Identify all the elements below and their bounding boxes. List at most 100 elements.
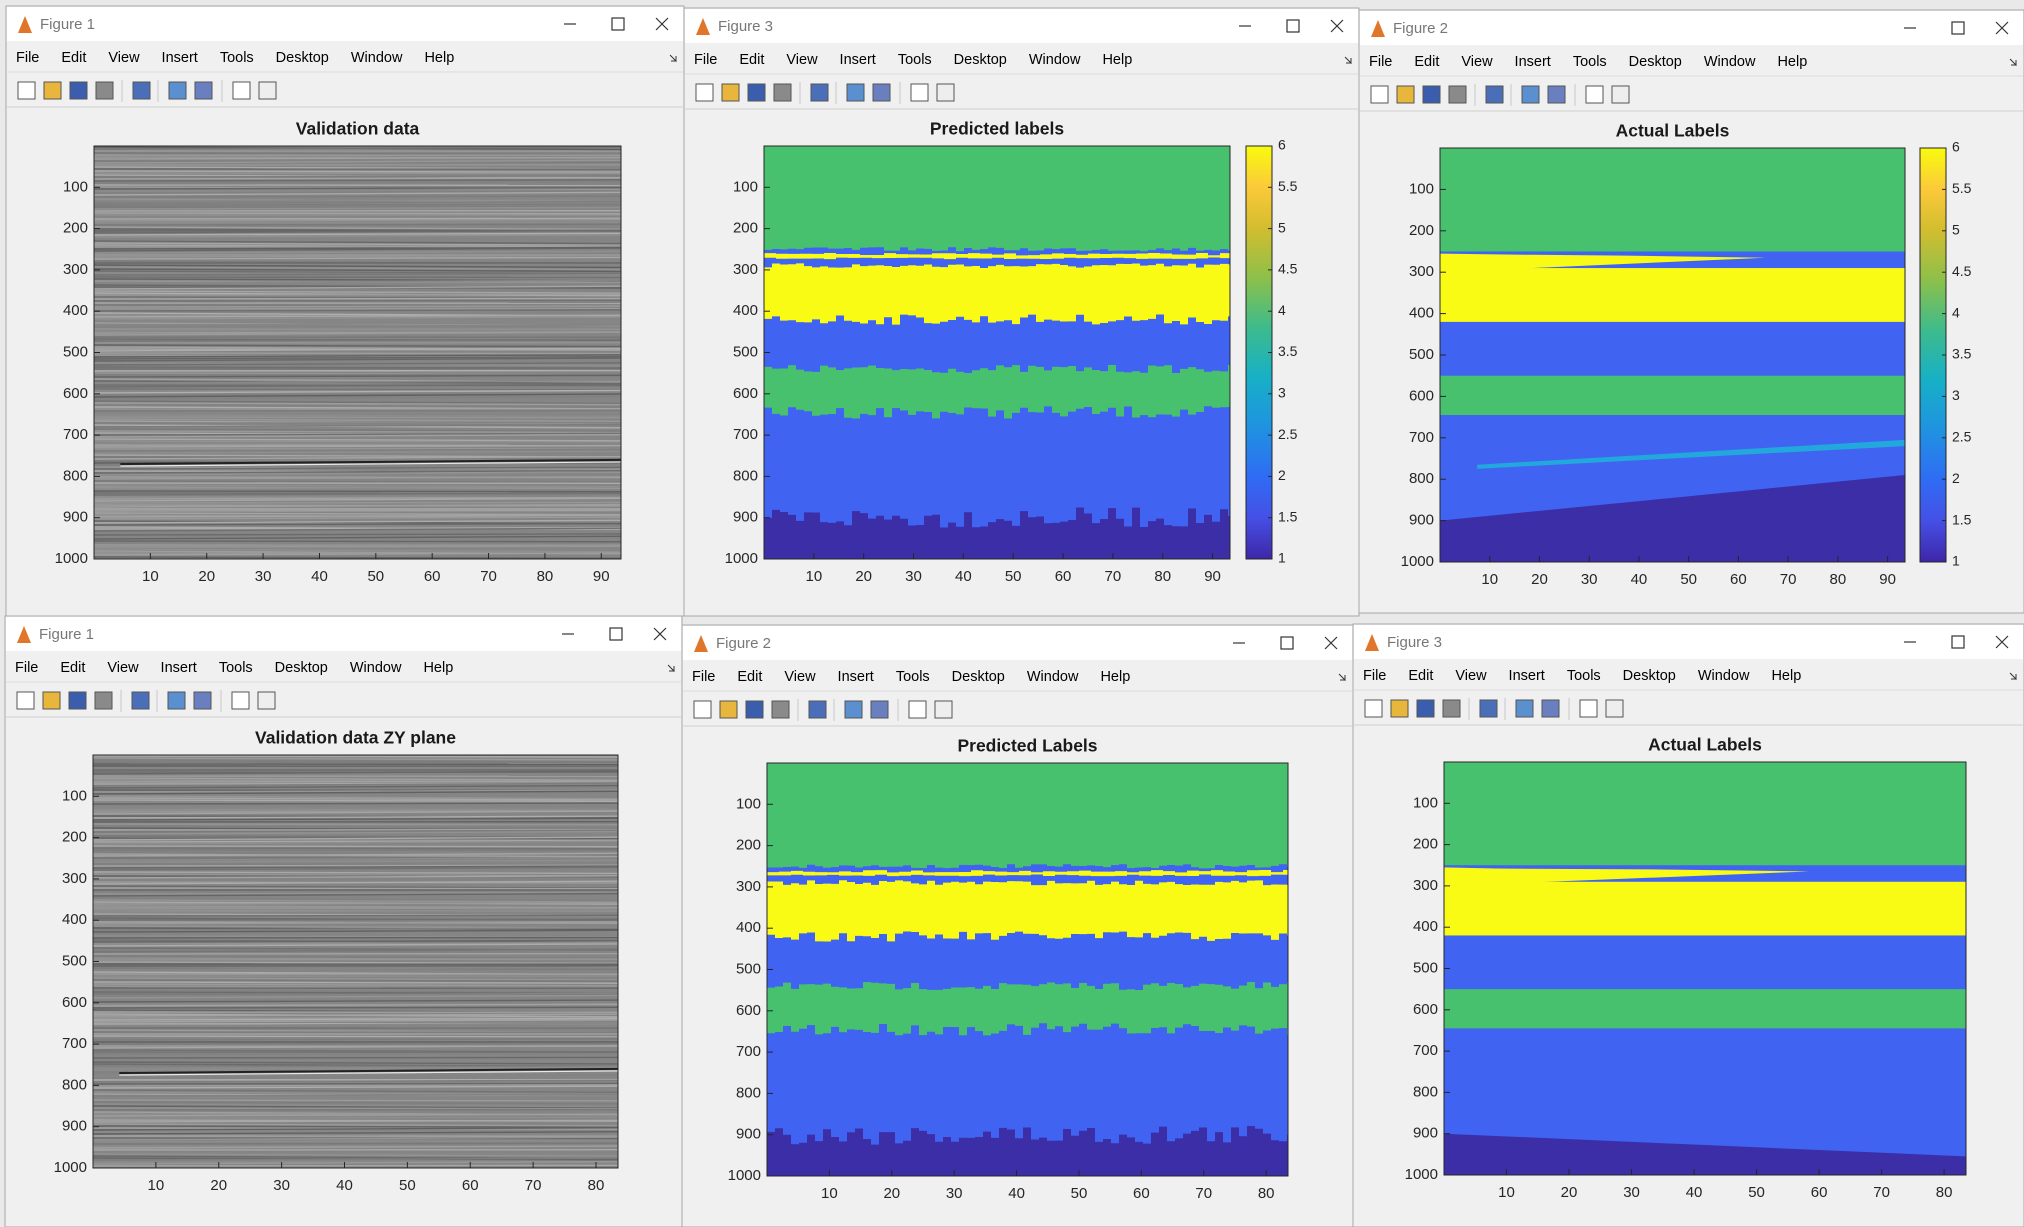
toolbar-button[interactable] [17,692,34,709]
toolbar-button[interactable] [133,82,150,99]
menu-item[interactable]: Tools [898,52,932,68]
toolbar-button[interactable] [195,82,212,99]
menu-item[interactable]: Edit [1408,668,1433,684]
toolbar-button[interactable] [1449,86,1466,103]
toolbar-button[interactable] [722,84,739,101]
menu-item[interactable]: File [1363,668,1386,684]
toolbar-button[interactable] [18,82,35,99]
menu-item[interactable]: File [16,50,39,66]
toolbar-button[interactable] [233,82,250,99]
menu-item[interactable]: Window [1704,54,1756,70]
menu-item[interactable]: File [694,52,717,68]
toolbar-button[interactable] [748,84,765,101]
menu-item[interactable]: Desktop [1623,668,1676,684]
toolbar-button[interactable] [258,692,275,709]
toolbar-button[interactable] [43,692,60,709]
toolbar-button[interactable] [772,701,789,718]
toolbar-button[interactable] [811,84,828,101]
menu-item[interactable]: Window [351,50,403,66]
toolbar-button[interactable] [1548,86,1565,103]
menu-item[interactable]: File [692,669,715,685]
menu-item[interactable]: Insert [161,660,197,676]
menu-item[interactable]: Window [1029,52,1081,68]
toolbar-button[interactable] [694,701,711,718]
menu-item[interactable]: View [784,669,816,685]
toolbar-button[interactable] [1417,700,1434,717]
menu-item[interactable]: Edit [737,669,762,685]
toolbar-button[interactable] [1606,700,1623,717]
toolbar-button[interactable] [1516,700,1533,717]
menu-item[interactable]: Window [350,660,402,676]
toolbar-button[interactable] [937,84,954,101]
toolbar-button[interactable] [1371,86,1388,103]
menu-item[interactable]: Desktop [952,669,1005,685]
toolbar-button[interactable] [96,82,113,99]
toolbar-button[interactable] [1580,700,1597,717]
menu-item[interactable]: Desktop [275,660,328,676]
toolbar-button[interactable] [194,692,211,709]
toolbar-button[interactable] [809,701,826,718]
menu-item[interactable]: Edit [61,50,86,66]
menu-item[interactable]: Insert [840,52,876,68]
toolbar-button[interactable] [847,84,864,101]
menu-item[interactable]: Help [1102,52,1132,68]
menu-item[interactable]: Help [423,660,453,676]
toolbar-button[interactable] [44,82,61,99]
menu-item[interactable]: Tools [220,50,254,66]
menu-item[interactable]: Help [1777,54,1807,70]
toolbar-button[interactable] [845,701,862,718]
toolbar-button[interactable] [169,82,186,99]
toolbar-button[interactable] [132,692,149,709]
toolbar-button[interactable] [1391,700,1408,717]
menu-item[interactable]: Desktop [954,52,1007,68]
toolbar-button[interactable] [168,692,185,709]
toolbar-button[interactable] [774,84,791,101]
menu-item[interactable]: Window [1027,669,1079,685]
toolbar-button[interactable] [232,692,249,709]
menu-item[interactable]: Desktop [1629,54,1682,70]
menu-item[interactable]: View [108,50,140,66]
toolbar-button[interactable] [720,701,737,718]
menu-item[interactable]: View [1455,668,1487,684]
menu-item[interactable]: Insert [1509,668,1545,684]
toolbar-button[interactable] [909,701,926,718]
menu-item[interactable]: Help [1771,668,1801,684]
toolbar-button[interactable] [1365,700,1382,717]
toolbar-button[interactable] [1542,700,1559,717]
toolbar-button[interactable] [873,84,890,101]
toolbar-button[interactable] [871,701,888,718]
menu-item[interactable]: Insert [162,50,198,66]
menu-item[interactable]: Edit [739,52,764,68]
menu-item[interactable]: Insert [838,669,874,685]
toolbar-button[interactable] [911,84,928,101]
toolbar-button[interactable] [1397,86,1414,103]
toolbar-button[interactable] [1612,86,1629,103]
toolbar-button[interactable] [70,82,87,99]
toolbar-button[interactable] [746,701,763,718]
menu-item[interactable]: Tools [896,669,930,685]
toolbar-button[interactable] [259,82,276,99]
menu-item[interactable]: View [1461,54,1493,70]
menu-item[interactable]: Help [424,50,454,66]
toolbar-button[interactable] [1586,86,1603,103]
toolbar-button[interactable] [935,701,952,718]
menu-item[interactable]: Tools [219,660,253,676]
menu-item[interactable]: View [786,52,818,68]
toolbar-button[interactable] [1443,700,1460,717]
toolbar-button[interactable] [696,84,713,101]
toolbar-button[interactable] [1480,700,1497,717]
menu-item[interactable]: Desktop [276,50,329,66]
menu-item[interactable]: Insert [1515,54,1551,70]
menu-item[interactable]: View [107,660,139,676]
menu-item[interactable]: Tools [1573,54,1607,70]
menu-item[interactable]: File [1369,54,1392,70]
menu-item[interactable]: Edit [1414,54,1439,70]
toolbar-button[interactable] [95,692,112,709]
toolbar-button[interactable] [1423,86,1440,103]
toolbar-button[interactable] [1486,86,1503,103]
toolbar-button[interactable] [69,692,86,709]
toolbar-button[interactable] [1522,86,1539,103]
menu-item[interactable]: File [15,660,38,676]
menu-item[interactable]: Window [1698,668,1750,684]
menu-item[interactable]: Tools [1567,668,1601,684]
